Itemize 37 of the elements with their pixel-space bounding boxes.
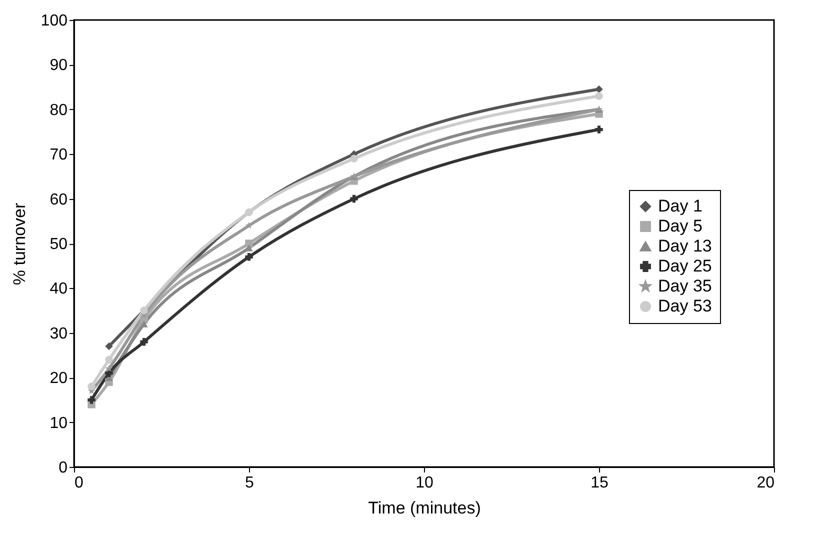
- y-tick-label: 0: [58, 460, 68, 476]
- legend-label: Day 53: [658, 296, 712, 316]
- y-tick-label: 80: [50, 102, 68, 119]
- point: [595, 92, 603, 100]
- legend-label: Day 35: [658, 276, 712, 296]
- x-tick-label: 20: [756, 474, 775, 492]
- x-tick-label: 5: [245, 474, 254, 492]
- legend-label: Day 1: [658, 196, 702, 216]
- point: [88, 382, 96, 390]
- point: [595, 126, 603, 134]
- y-tick-label: 20: [50, 370, 68, 388]
- point: [245, 253, 253, 261]
- legend-label: Day 13: [658, 236, 712, 256]
- x-axis-title: Time (minutes): [368, 498, 481, 518]
- y-tick-label: 90: [50, 57, 68, 74]
- x-tick-label: 15: [590, 474, 608, 492]
- y-tick-label: 50: [50, 236, 68, 253]
- point: [350, 194, 358, 203]
- point: [105, 342, 113, 350]
- legend-label: Day 25: [658, 256, 712, 276]
- point: [595, 85, 603, 94]
- point: [350, 154, 358, 162]
- point: [245, 240, 253, 248]
- y-axis-title: % turnover: [10, 202, 29, 286]
- y-tick-label: 70: [50, 146, 68, 164]
- legend-label: Day 5: [658, 216, 702, 236]
- y-tick-label: 100: [40, 12, 68, 30]
- point: [105, 364, 113, 372]
- y-tick-label: 30: [50, 325, 68, 342]
- y-tick-label: 40: [50, 280, 68, 298]
- x-tick-label: 10: [416, 474, 434, 492]
- point: [105, 356, 113, 364]
- y-tick-label: 10: [50, 414, 68, 432]
- point: [88, 396, 96, 404]
- point: [140, 338, 148, 346]
- y-tick-label: 60: [50, 191, 68, 208]
- x-tick-label: 0: [74, 474, 84, 492]
